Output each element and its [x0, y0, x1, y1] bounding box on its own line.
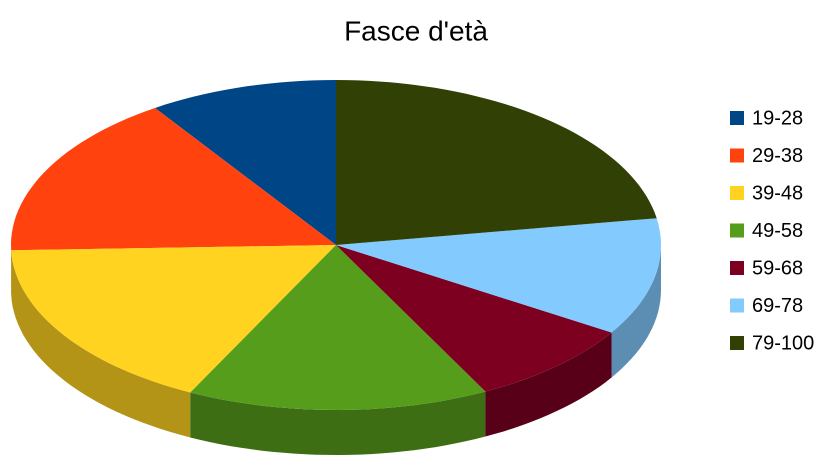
slice	[336, 245, 612, 392]
slice	[336, 218, 661, 333]
slice	[190, 245, 486, 410]
slice	[11, 108, 336, 251]
legend-label: 79-100	[752, 332, 814, 354]
slice-side	[11, 250, 191, 438]
slice-side	[485, 332, 612, 437]
slice-side	[190, 391, 486, 455]
legend-label: 49-58	[752, 220, 803, 242]
legend-swatch	[730, 261, 744, 275]
slice-side	[611, 245, 661, 378]
legend-swatch	[730, 298, 744, 313]
legend-swatch	[730, 223, 744, 238]
legend-swatch	[730, 186, 744, 200]
legend-swatch	[730, 111, 744, 125]
slice	[155, 80, 336, 245]
legend-label: 19-28	[752, 107, 803, 129]
legend-label: 69-78	[752, 295, 803, 317]
slice	[336, 80, 657, 245]
legend-label: 29-38	[752, 145, 803, 167]
legend-label: 59-68	[752, 257, 803, 279]
legend-swatch	[730, 148, 744, 163]
legend-swatch	[730, 336, 744, 350]
slice	[11, 245, 336, 393]
chart-title: Fasce d'età	[344, 15, 488, 46]
legend-label: 39-48	[752, 182, 803, 204]
